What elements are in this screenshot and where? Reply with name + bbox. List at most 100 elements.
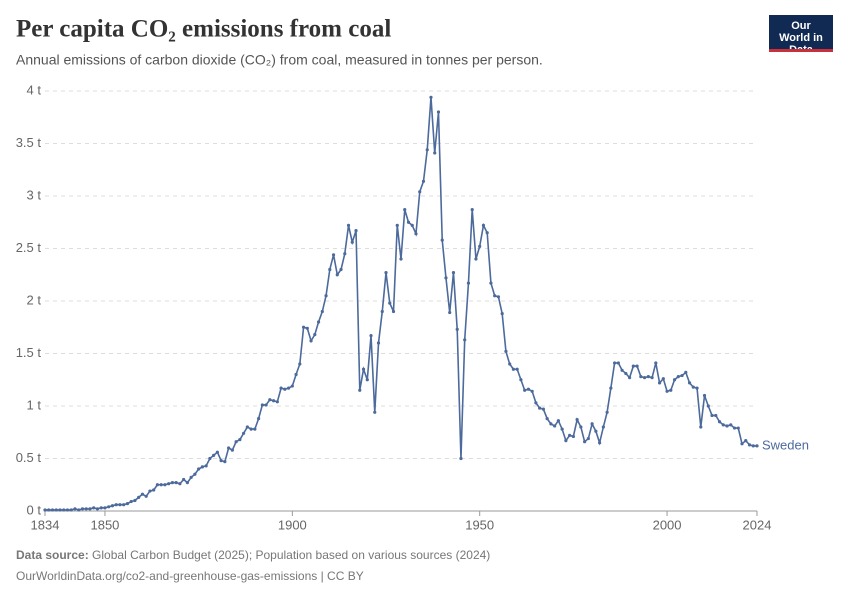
url[interactable]: OurWorldinData.org/co2-and-greenhouse-ga… — [16, 569, 364, 583]
logo-text-box: Our World in Data — [779, 20, 823, 49]
data-point — [178, 482, 182, 486]
data-point — [140, 492, 145, 496]
data-point — [144, 494, 148, 498]
data-point — [238, 438, 242, 442]
data-point — [380, 309, 384, 314]
chart-title: Per capita CO₂ emissions from coal — [16, 16, 391, 43]
logo-text: Our World in Data — [779, 20, 823, 49]
data-point — [624, 371, 628, 376]
data-point — [88, 507, 92, 511]
data-point — [219, 459, 223, 463]
data-point — [137, 495, 141, 499]
y-tick-label: 3 t — [27, 187, 42, 202]
data-point — [260, 403, 264, 407]
data-point — [755, 444, 759, 448]
chart-subtitle: Annual emissions of carbon dioxide (CO₂)… — [16, 52, 543, 68]
data-point — [257, 417, 261, 421]
data-point — [170, 481, 175, 485]
data-point — [421, 179, 426, 183]
data-point — [95, 507, 100, 511]
data-point — [249, 427, 253, 431]
data-point — [609, 386, 613, 390]
data-point — [530, 389, 534, 393]
x-tick-label: 1850 — [90, 517, 119, 532]
data-point — [747, 443, 752, 447]
data-point — [197, 467, 201, 471]
y-tick-label: 2 t — [27, 292, 42, 307]
data-point — [500, 312, 504, 316]
data-point — [515, 367, 519, 371]
data-point — [223, 460, 227, 464]
data-point — [305, 326, 309, 330]
data-point — [391, 309, 396, 314]
data-point — [283, 387, 287, 391]
data-point — [717, 420, 722, 424]
data-point — [234, 440, 238, 444]
data-point — [466, 281, 471, 285]
data-point — [245, 425, 249, 429]
data-point — [613, 361, 617, 365]
data-point — [474, 257, 478, 261]
data-point — [294, 372, 298, 377]
data-point — [481, 223, 486, 227]
data-point — [399, 257, 403, 261]
data-point — [264, 403, 268, 407]
data-point — [729, 423, 733, 427]
data-point — [122, 503, 126, 507]
data-point — [564, 439, 568, 443]
data-point — [77, 508, 81, 512]
data-point — [286, 386, 291, 390]
data-point — [152, 488, 156, 492]
data-point — [365, 378, 369, 382]
data-point — [706, 404, 710, 408]
logo-box — [769, 15, 833, 49]
data-point — [373, 410, 377, 414]
data-point — [133, 498, 137, 503]
data-point — [560, 427, 564, 431]
data-point — [418, 190, 422, 194]
data-point — [227, 446, 231, 450]
x-tick-label: 1834 — [31, 517, 60, 532]
data-point — [54, 508, 58, 512]
data-point — [253, 427, 257, 431]
data-point — [208, 456, 212, 461]
data-point — [155, 483, 160, 487]
data-point — [601, 425, 605, 429]
data-point — [159, 483, 163, 487]
data-point — [631, 364, 635, 368]
data-point — [107, 505, 111, 509]
data-point — [279, 386, 283, 390]
data-point — [485, 231, 489, 235]
data-point — [110, 504, 115, 508]
data-point — [725, 424, 729, 428]
data-point — [523, 388, 527, 392]
data-point — [350, 240, 354, 244]
logo-stripe — [769, 49, 833, 52]
data-point — [406, 220, 411, 224]
data-point — [478, 244, 482, 248]
data-point — [489, 281, 493, 285]
data-point — [313, 333, 317, 337]
data-point — [414, 232, 418, 236]
data-point — [298, 362, 302, 366]
y-tick-label: 4 t — [27, 82, 42, 97]
data-point — [553, 424, 557, 428]
y-tick-label: 1.5 t — [16, 345, 42, 360]
data-point — [65, 508, 70, 512]
data-point — [448, 310, 452, 315]
data-point — [129, 499, 133, 504]
data-point — [620, 368, 624, 372]
data-point — [425, 148, 429, 152]
logo[interactable]: Our World in Data — [769, 15, 833, 52]
data-point — [204, 464, 208, 468]
data-point — [43, 508, 47, 512]
data-point — [579, 425, 583, 429]
data-point — [185, 481, 189, 485]
data-point — [463, 338, 467, 342]
data-point — [684, 370, 688, 374]
data-point — [541, 407, 546, 411]
data-point — [556, 419, 560, 423]
data-point — [316, 320, 321, 324]
data-point — [583, 440, 587, 444]
data-point — [403, 208, 407, 212]
